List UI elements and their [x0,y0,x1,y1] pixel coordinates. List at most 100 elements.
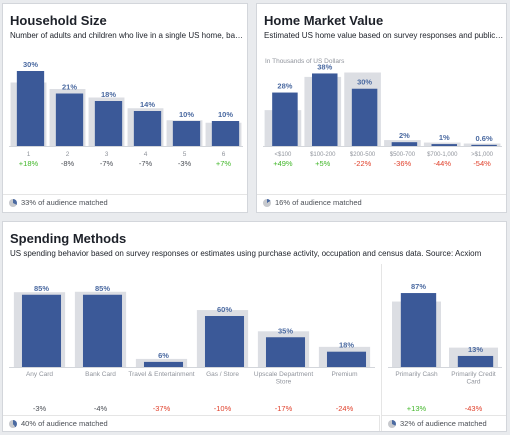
pie-chart-icon [263,199,271,207]
audience-matched-footer: 33% of audience matched [3,194,247,211]
audience-matched-text: 40% of audience matched [21,419,108,428]
audience-bar [172,121,201,146]
delta-label: -3% [178,159,192,168]
bar-value-label: 14% [140,100,155,109]
card-title: Home Market Value [264,13,384,28]
category-label: Primarily Cash [395,371,438,378]
audience-bar [400,293,437,367]
audience-bar [204,316,245,367]
category-label: Premium [331,371,357,378]
delta-label: -4% [94,404,108,413]
card-description: US spending behavior based on survey res… [10,249,482,258]
category-label: 1 [27,151,31,158]
category-label: >$1,000 [471,152,494,158]
pie-chart-icon [388,420,396,428]
card-title: Spending Methods [10,231,127,246]
bar-value-label: 13% [468,345,483,354]
bar-value-label: 6% [158,351,169,360]
category-label: <$100 [274,152,292,158]
delta-label: -24% [336,404,354,413]
spending-methods-card: Spending Methods US spending behavior ba… [2,221,507,432]
audience-bar [82,294,123,367]
category-label: 4 [144,151,148,158]
category-label: Any Card [26,371,53,378]
audience-bar [143,361,184,367]
bar-value-label: 35% [278,326,293,335]
audience-bar [326,351,367,367]
delta-label: +5% [315,159,331,168]
y-axis-label: In Thousands of US Dollars [265,58,345,65]
bar-value-label: 1% [439,133,450,142]
audience-matched-footer: 32% of audience matched [382,415,506,431]
chart-divider [381,264,382,431]
audience-matched-footer: 16% of audience matched [257,194,506,211]
bar-value-label: 87% [411,282,426,291]
category-label: Upscale Department Store [254,371,313,386]
audience-bar [211,121,240,146]
card-description: Number of adults and children who live i… [10,31,246,40]
audience-bar [312,73,338,146]
bar-value-label: 10% [218,110,233,119]
audience-bar [391,142,418,146]
bar-value-label: 10% [179,110,194,119]
audience-bar [94,101,123,146]
category-label: Travel & Entertainment [128,371,194,378]
category-label: 2 [66,151,70,158]
bar-value-label: 60% [217,305,232,314]
delta-label: -37% [153,404,171,413]
delta-label: -17% [275,404,293,413]
pie-chart-icon [9,420,17,428]
delta-label: -36% [394,159,412,168]
audience-matched-text: 16% of audience matched [275,198,362,207]
pie-chart-icon [9,199,17,207]
household-size-chart: 30%1+18%21%2-8%18%3-7%14%4-7%10%5-3%10%6… [9,60,243,168]
delta-label: -7% [139,159,153,168]
delta-label: -44% [433,159,451,168]
audience-matched-text: 32% of audience matched [400,419,487,428]
household-size-card: Household Size Number of adults and chil… [2,3,248,213]
delta-label: -22% [354,159,372,168]
audience-matched-text: 33% of audience matched [21,198,108,207]
card-title: Household Size [10,13,107,28]
delta-label: -10% [214,404,232,413]
delta-label: +18% [19,159,39,168]
bar-value-label: 30% [357,78,372,87]
category-label: 3 [105,151,109,158]
delta-label: -43% [465,404,483,413]
home-market-value-chart: In Thousands of US Dollars 28% <$100+49% 38… [263,58,502,168]
bar-value-label: 85% [34,284,49,293]
delta-label: -54% [473,159,491,168]
category-label: Bank Card [85,371,116,378]
cash-vs-credit-chart: 87% Primarily Cash +13% 13% Primarily Credit… [388,282,502,413]
audience-bar [21,294,62,367]
audience-bar [431,144,457,146]
category-label: $200-500 [350,152,376,158]
bar-value-label: 85% [95,284,110,293]
category-label: $500-700 [390,152,416,158]
bar-value-label: 18% [339,341,354,350]
audience-bar [272,92,298,146]
audience-bar [55,93,84,146]
category-label: 5 [183,151,187,158]
category-label: 6 [222,151,226,158]
audience-bar [471,144,497,146]
delta-label: +49% [273,159,293,168]
bar-value-label: 21% [62,83,77,92]
audience-bar [133,111,162,146]
bar-value-label: 30% [23,60,38,69]
delta-label: +7% [216,159,232,168]
category-label: Gas / Store [206,371,239,378]
bar-value-label: 18% [101,90,116,99]
spending-methods-chart: 85% Any Card -3% 85% Bank Card -4% 6% Travel & … [9,284,375,413]
audience-matched-footer: 40% of audience matched [3,415,380,431]
benchmark-bar [463,143,501,146]
delta-label: -8% [61,159,75,168]
bar-value-label: 28% [277,82,292,91]
delta-label: -3% [33,404,47,413]
bar-value-label: 2% [399,131,410,140]
audience-bar [16,71,45,146]
audience-bar [457,355,494,367]
delta-label: +13% [407,404,427,413]
category-label: $100-200 [310,152,336,158]
audience-bar [265,337,306,367]
